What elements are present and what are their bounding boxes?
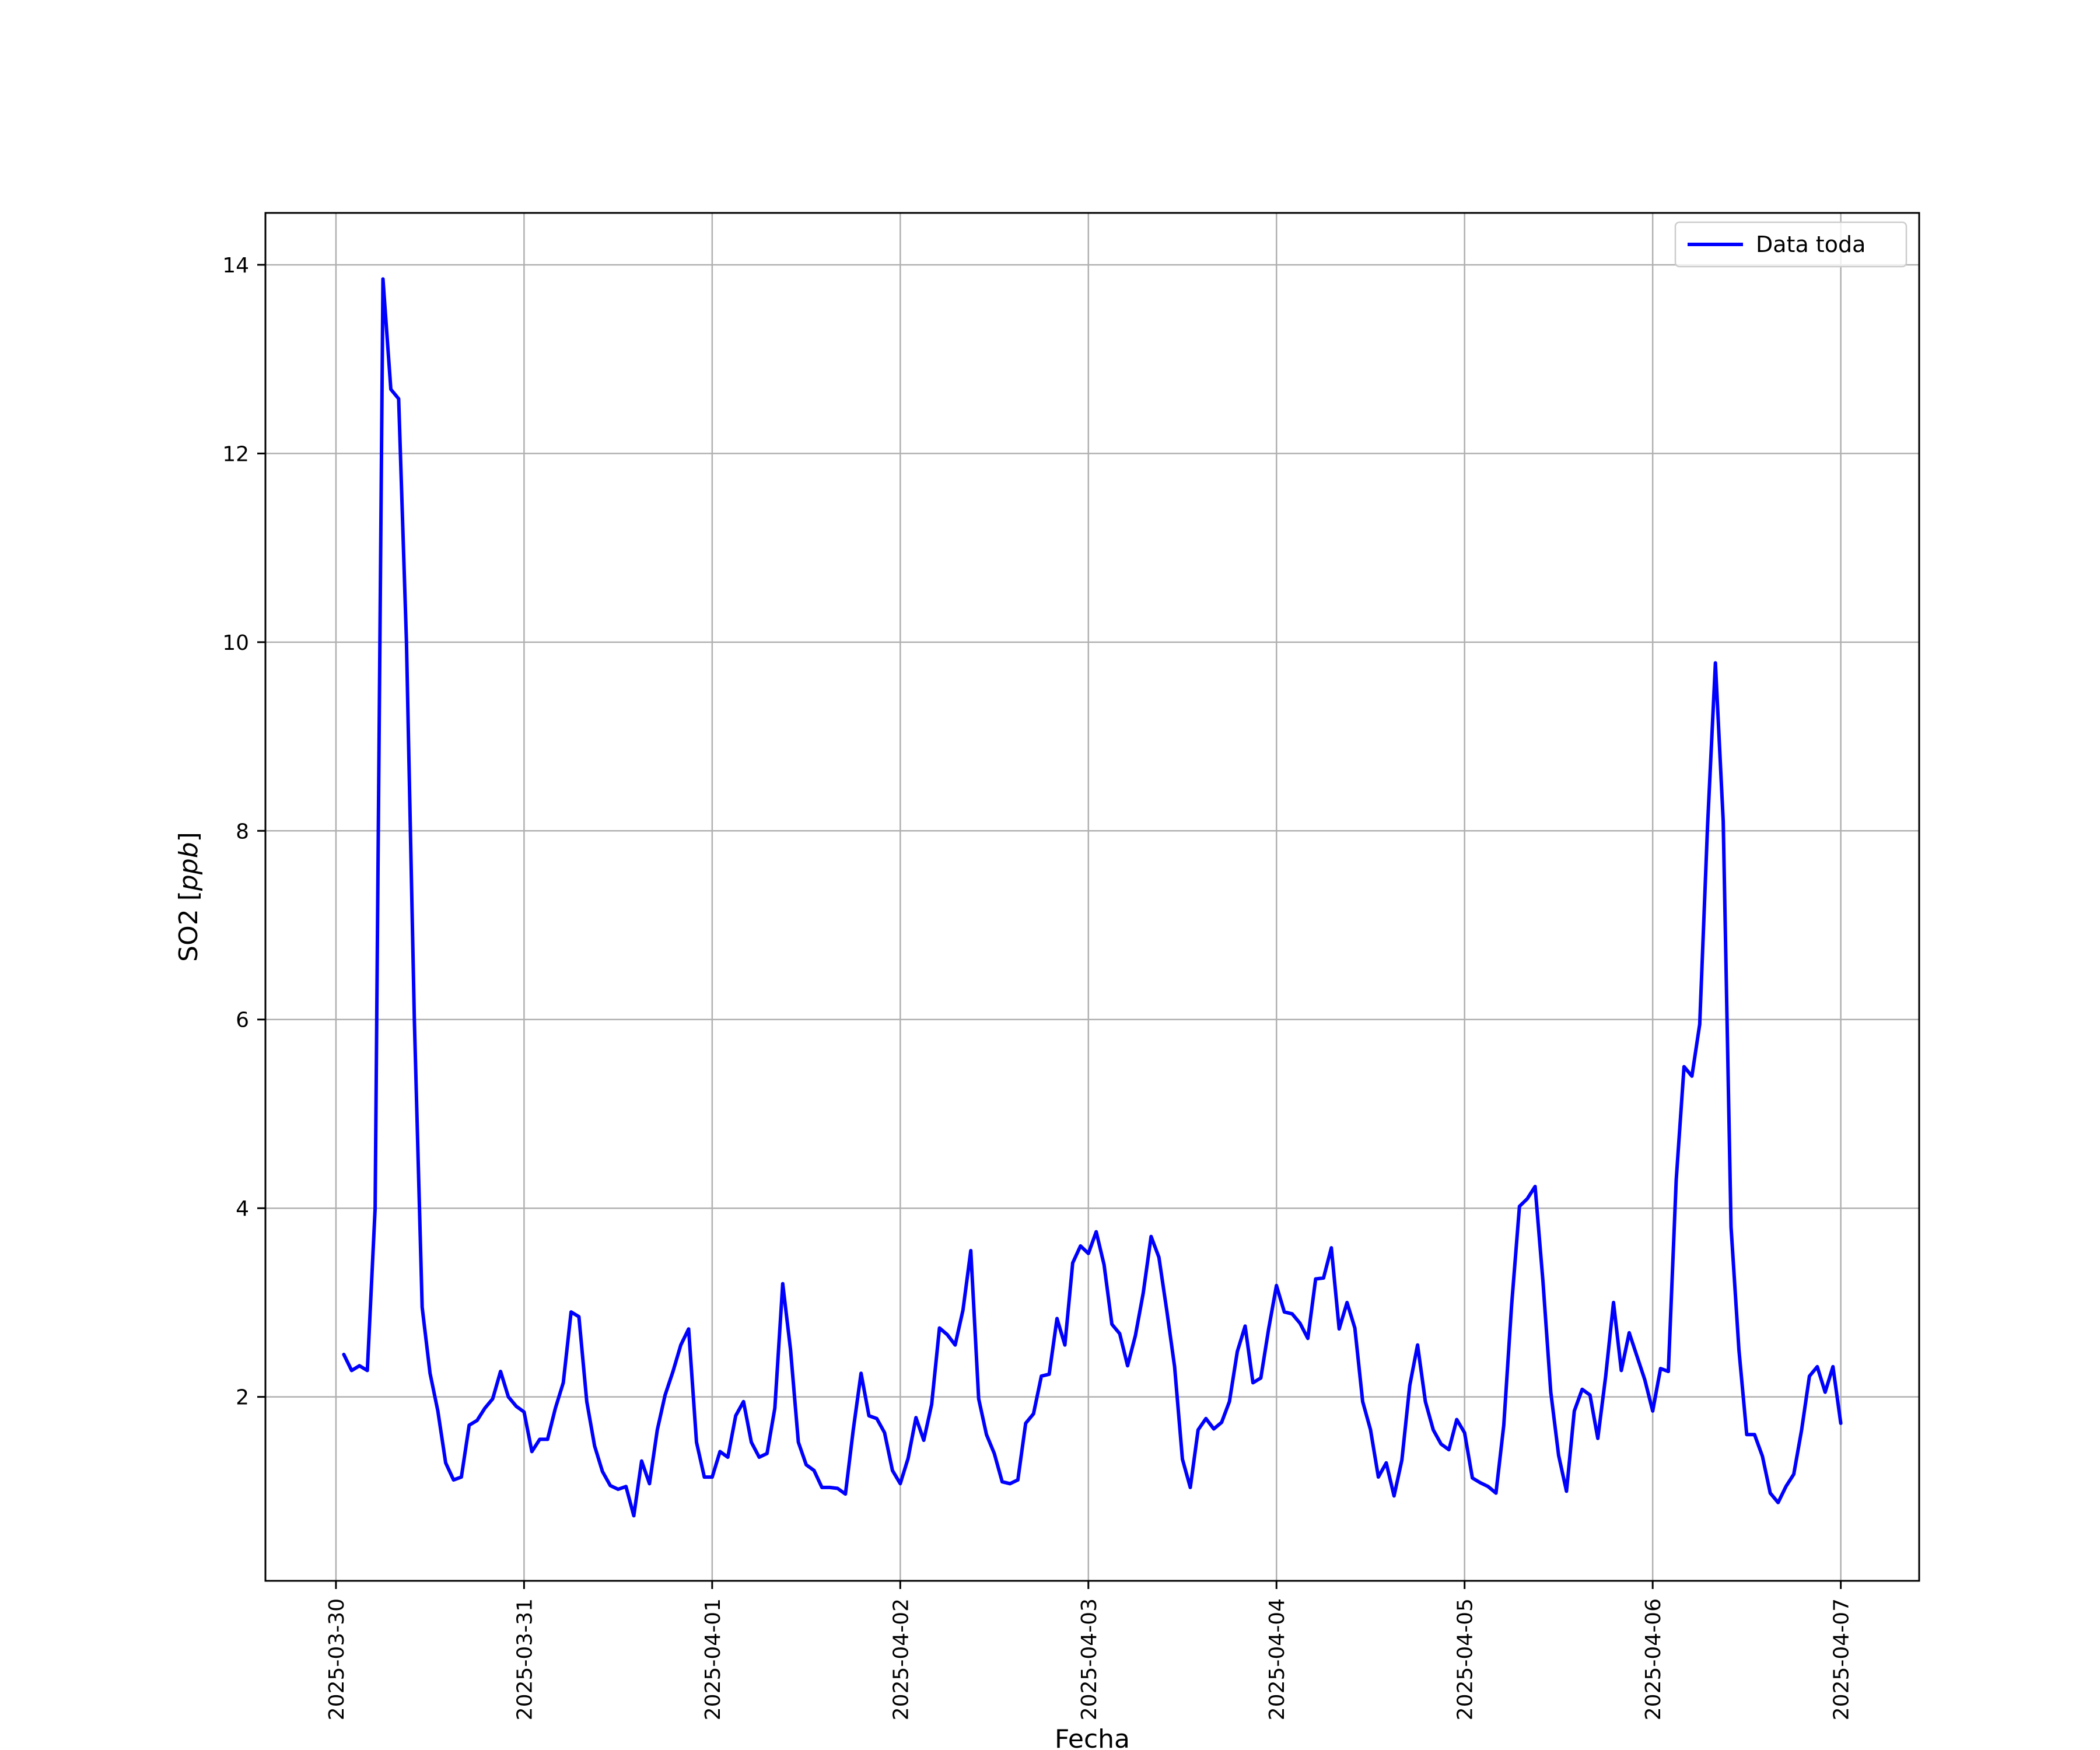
- x-tick-label: 2025-04-04: [1265, 1598, 1289, 1720]
- x-tick-label: 2025-03-31: [513, 1598, 537, 1720]
- y-axis-label: SO2 [ppb]: [174, 832, 204, 962]
- y-axis: 2 4 6 8 10 12 14: [222, 254, 265, 1410]
- plot-frame: [264, 212, 1920, 1582]
- legend-box: [1674, 221, 1908, 268]
- legend-entry-data-toda: Data toda: [1756, 232, 1866, 257]
- y-axis-label-main: SO2 [: [174, 891, 204, 962]
- grid: [265, 213, 1919, 1581]
- y-tick-label: 4: [236, 1197, 249, 1221]
- legend: Data toda: [1674, 221, 1908, 268]
- x-axis-label: Fecha: [1055, 1724, 1130, 1750]
- y-tick-label: 14: [222, 254, 249, 278]
- y-tick-label: 12: [222, 442, 249, 466]
- y-tick-label: 2: [236, 1386, 249, 1410]
- y-tick-label: 10: [222, 631, 249, 655]
- x-tick-label: 2025-03-30: [325, 1598, 349, 1720]
- x-axis: 2025-03-30 2025-03-31 2025-04-01 2025-04-02…: [325, 1581, 1854, 1720]
- x-tick-label: 2025-04-01: [701, 1598, 725, 1720]
- x-tick-label: 2025-04-06: [1642, 1598, 1665, 1720]
- y-axis-label-close: ]: [174, 832, 204, 842]
- series-line-data-toda: [342, 277, 1843, 1518]
- y-tick-label: 8: [236, 820, 249, 844]
- y-tick-label: 6: [236, 1009, 249, 1032]
- y-axis-label-unit: ppb: [174, 842, 204, 891]
- x-tick-label: 2025-04-07: [1830, 1598, 1854, 1720]
- x-tick-label: 2025-04-05: [1454, 1598, 1478, 1720]
- x-tick-label: 2025-04-03: [1077, 1598, 1101, 1720]
- x-tick-label: 2025-04-02: [889, 1598, 913, 1720]
